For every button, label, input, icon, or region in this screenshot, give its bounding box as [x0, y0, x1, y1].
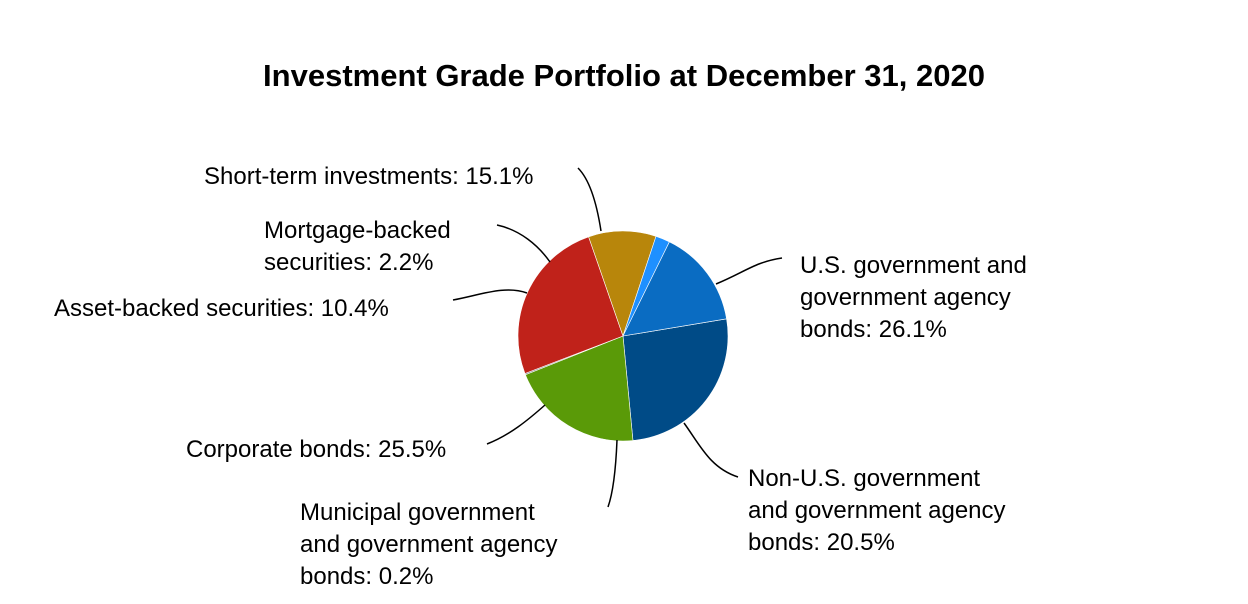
- slice-label: Corporate bonds: 25.5%: [186, 434, 446, 466]
- pie-slice: [622, 318, 729, 441]
- pie-slice: [588, 230, 657, 337]
- slice-label-line: government agency: [800, 284, 1011, 311]
- slice-label: Municipal government and government agenc…: [300, 497, 558, 593]
- slice-label-line: Municipal government: [300, 499, 535, 526]
- slice-label-line: Mortgage-backed: [264, 217, 451, 244]
- leader-line: [496, 224, 551, 263]
- slice-label: Non-U.S. government and government agency…: [748, 463, 1006, 559]
- leader-line: [486, 404, 546, 445]
- leader-line: [683, 422, 739, 478]
- slice-label-line: and government agency: [748, 497, 1006, 524]
- slice-label-line: bonds: 0.2%: [300, 563, 434, 590]
- slice-label-line: U.S. government and: [800, 252, 1027, 279]
- slice-label: U.S. government and government agency bond…: [800, 250, 1027, 346]
- pie-slice: [525, 335, 634, 442]
- slice-label-line: Non-U.S. government: [748, 465, 981, 492]
- slice-label-line: Asset-backed securities: 10.4%: [54, 295, 389, 322]
- slice-label-line: Short-term investments: 15.1%: [204, 163, 534, 190]
- leader-line: [452, 289, 528, 301]
- leader-line: [715, 257, 783, 285]
- chart-title: Investment Grade Portfolio at December 3…: [263, 58, 985, 93]
- slice-label-line: and government agency: [300, 531, 558, 558]
- pie-slice: [622, 241, 727, 337]
- slice-label: Mortgage-backed securities: 2.2%: [264, 215, 451, 279]
- slice-label-line: bonds: 26.1%: [800, 316, 947, 343]
- pie-slice: [517, 236, 624, 374]
- leader-line: [577, 167, 602, 232]
- slice-label-line: Corporate bonds: 25.5%: [186, 436, 447, 463]
- slice-label: Short-term investments: 15.1%: [204, 161, 533, 193]
- slice-label: Asset-backed securities: 10.4%: [54, 293, 389, 325]
- slice-label-line: securities: 2.2%: [264, 249, 434, 276]
- slice-label-line: bonds: 20.5%: [748, 529, 895, 556]
- leader-line: [607, 439, 618, 508]
